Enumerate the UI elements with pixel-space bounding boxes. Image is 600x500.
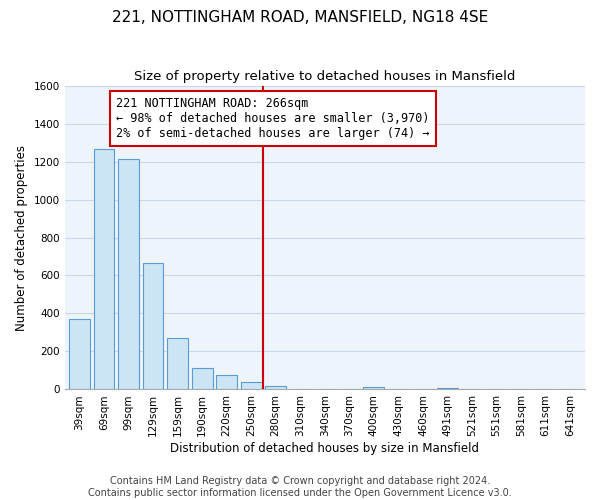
X-axis label: Distribution of detached houses by size in Mansfield: Distribution of detached houses by size … (170, 442, 479, 455)
Bar (241, 382, 262, 390)
Bar (314, 388, 335, 390)
Bar (191, 368, 212, 390)
Bar (290, 388, 311, 390)
Bar (118, 158, 139, 390)
Bar (437, 388, 458, 390)
Bar (265, 386, 286, 390)
Bar (216, 375, 237, 390)
Title: Size of property relative to detached houses in Mansfield: Size of property relative to detached ho… (134, 70, 515, 83)
Bar (364, 386, 385, 390)
Bar (143, 263, 163, 390)
Bar (69, 319, 90, 390)
Bar (94, 149, 115, 390)
Bar (339, 388, 360, 390)
Bar (167, 338, 188, 390)
Text: Contains HM Land Registry data © Crown copyright and database right 2024.
Contai: Contains HM Land Registry data © Crown c… (88, 476, 512, 498)
Text: 221 NOTTINGHAM ROAD: 266sqm
← 98% of detached houses are smaller (3,970)
2% of s: 221 NOTTINGHAM ROAD: 266sqm ← 98% of det… (116, 97, 430, 140)
Y-axis label: Number of detached properties: Number of detached properties (15, 144, 28, 330)
Text: 221, NOTTINGHAM ROAD, MANSFIELD, NG18 4SE: 221, NOTTINGHAM ROAD, MANSFIELD, NG18 4S… (112, 10, 488, 25)
